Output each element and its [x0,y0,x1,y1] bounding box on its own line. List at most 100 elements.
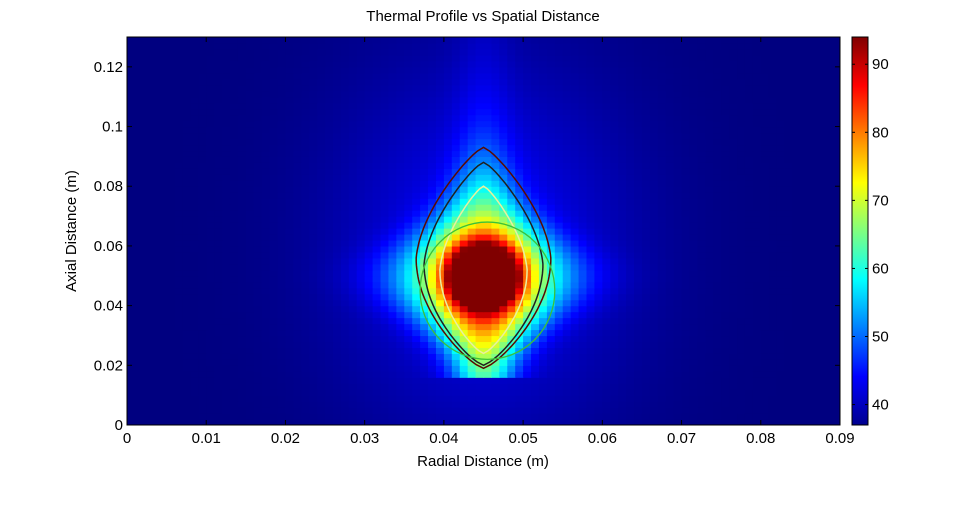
heatmap-cell [586,245,596,253]
heatmap-cell [578,365,588,372]
heatmap-cell [689,347,698,354]
heatmap-cell [388,186,397,193]
heatmap-cell [253,102,263,110]
heatmap-cell [507,144,516,152]
heatmap-cell [277,198,287,205]
heatmap-cell [554,144,564,152]
heatmap-cell [150,174,160,181]
heatmap-cell [277,162,287,169]
heatmap-cell [792,341,801,348]
heatmap-cell [626,329,635,337]
heatmap-cell [491,228,500,235]
heatmap-cell [824,395,833,402]
heatmap-cell [673,114,683,122]
heatmap-cell [190,96,199,104]
heatmap-cell [491,156,500,163]
heatmap-cell [570,383,580,390]
heatmap-cell [293,150,302,157]
heatmap-cell [332,299,342,307]
heatmap-cell [245,413,255,420]
heatmap-cell [182,413,191,420]
heatmap-cell [657,389,667,396]
heatmap-cell [491,239,500,247]
heatmap-cell [634,245,643,253]
heatmap-cell [412,132,421,140]
heatmap-cell [412,377,421,384]
heatmap-cell [396,90,405,98]
heatmap-cell [158,168,168,175]
heatmap-cell [214,335,223,343]
heatmap-cell [325,371,334,378]
heatmap-cell [127,108,136,116]
heatmap-cell [689,156,698,163]
heatmap-cell [554,222,564,229]
heatmap-cell [127,329,136,337]
heatmap-cell [166,293,176,301]
heatmap-cell [309,180,318,187]
heatmap-cell [641,216,651,223]
heatmap-cell [760,419,770,425]
heatmap-cell [562,245,572,253]
heatmap-cell [475,389,485,396]
heatmap-cell [222,192,231,199]
heatmap-cell [198,389,207,396]
heatmap-cell [657,281,667,289]
heatmap-cell [372,359,382,366]
heatmap-cell [737,257,746,265]
heatmap-cell [649,347,659,354]
heatmap-cell [198,365,207,372]
heatmap-cell [309,371,318,378]
heatmap-cell [531,216,540,223]
heatmap-cell [649,168,659,175]
heatmap-cell [198,353,207,360]
heatmap-cell [174,305,184,313]
heatmap-cell [531,168,540,175]
heatmap-cell [198,210,207,217]
heatmap-cell [404,126,413,134]
heatmap-cell [681,383,691,390]
heatmap-cell [142,311,152,319]
heatmap-cell [483,228,493,235]
heatmap-cell [768,192,778,199]
heatmap-cell [158,251,168,259]
heatmap-cell [507,341,516,348]
heatmap-cell [420,377,429,384]
heatmap-cell [372,132,382,140]
heatmap-cell [134,150,144,157]
heatmap-cell [348,287,358,295]
heatmap-cell [752,204,762,211]
heatmap-cell [634,359,643,366]
heatmap-cell [808,311,817,319]
heatmap-cell [325,377,334,384]
heatmap-cell [562,353,572,360]
heatmap-cell [198,96,207,104]
heatmap-cell [420,371,429,378]
heatmap-cell [737,293,746,301]
heatmap-cell [689,341,698,348]
heatmap-cell [824,305,833,313]
heatmap-cell [713,323,722,331]
heatmap-cell [760,293,770,301]
heatmap-cell [388,347,397,354]
heatmap-cell [657,323,667,331]
heatmap-cell [222,90,231,98]
heatmap-cell [348,210,358,217]
heatmap-cell [792,222,801,229]
heatmap-cell [681,377,691,384]
heatmap-cell [134,323,144,331]
heatmap-cell [657,222,667,229]
heatmap-cell [269,335,279,343]
heatmap-cell [277,96,287,104]
heatmap-cell [356,299,366,307]
heatmap-cell [729,353,738,360]
heatmap-cell [443,120,453,128]
heatmap-cell [784,174,794,181]
heatmap-cell [776,299,786,307]
heatmap-cell [752,198,762,205]
heatmap-cell [412,144,421,152]
heatmap-cell [245,257,255,265]
heatmap-cell [744,413,754,420]
heatmap-cell [237,90,247,98]
heatmap-cell [412,335,421,343]
heatmap-cell [808,299,817,307]
